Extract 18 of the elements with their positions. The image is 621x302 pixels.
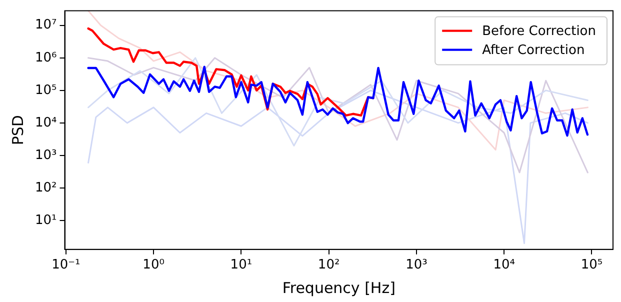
x-tick-label: 10³ — [406, 258, 428, 273]
y-tick-label: 10⁴ — [34, 115, 57, 130]
y-tick-label: 10⁵ — [34, 82, 57, 98]
y-tick-label: 10² — [34, 180, 57, 196]
x-tick-label: 10¹ — [230, 258, 252, 273]
y-tick-label: 10¹ — [34, 212, 57, 228]
x-tick-label: 10⁴ — [493, 258, 515, 273]
x-tick-label: 10⁻¹ — [52, 258, 80, 273]
x-tick-label: 10² — [318, 258, 340, 273]
legend-label: After Correction — [482, 43, 585, 58]
y-axis-title: PSD — [8, 115, 27, 146]
x-axis-title: Frequency [Hz] — [282, 278, 396, 297]
y-tick-label: 10⁷ — [34, 18, 57, 33]
y-tick-label: 10³ — [34, 148, 57, 163]
x-tick-label: 10⁵ — [580, 258, 603, 273]
x-tick-label: 10⁰ — [142, 258, 164, 273]
legend-label: Before Correction — [482, 24, 596, 40]
y-tick-label: 10⁶ — [34, 50, 57, 66]
